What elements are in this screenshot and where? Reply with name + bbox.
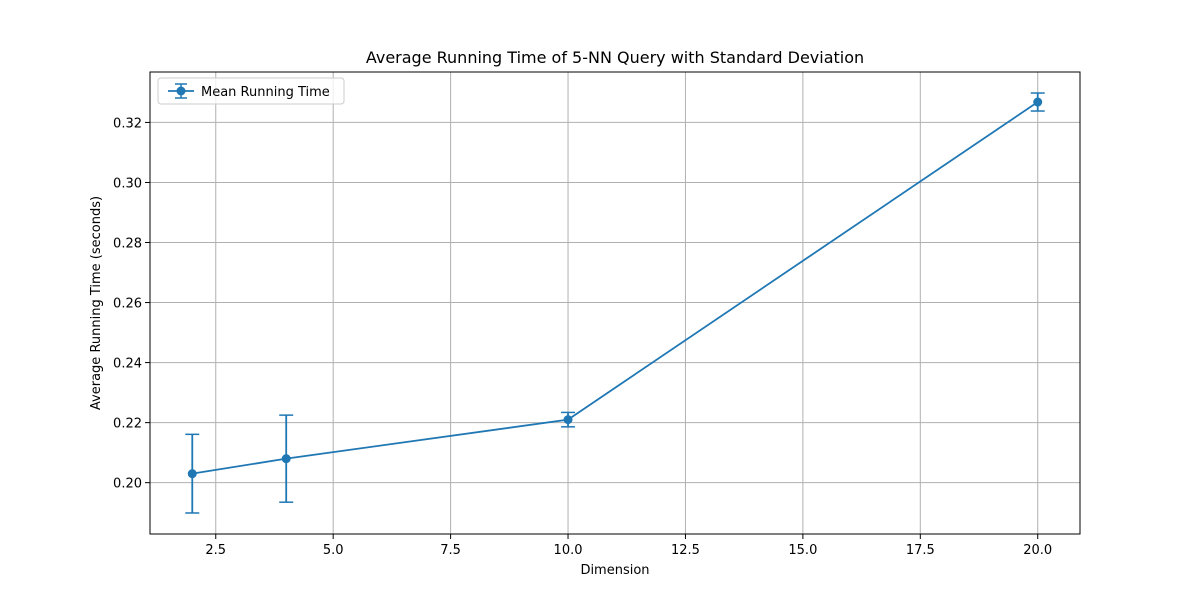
x-tick-label: 7.5 (440, 543, 461, 558)
data-point (187, 469, 197, 479)
chart-title: Average Running Time of 5-NN Query with … (366, 48, 864, 67)
y-tick-label: 0.28 (113, 237, 142, 252)
y-tick-label: 0.20 (113, 477, 142, 492)
legend: Mean Running Time (157, 77, 345, 105)
x-tick-label: 15.0 (788, 543, 817, 558)
series-line (192, 101, 1039, 475)
ticks: 2.5 5.0 7.5 10.0 12.5 15.0 17.5 20.0 0.20 0.22 0.2… (113, 116, 1052, 558)
y-tick-label: 0.30 (113, 176, 142, 191)
x-tick-label: 10.0 (554, 543, 583, 558)
legend-marker (168, 83, 194, 99)
legend-point (176, 86, 186, 96)
x-tick-label: 12.5 (671, 543, 700, 558)
legend-label-mean-running-time: Mean Running Time (201, 85, 330, 100)
y-axis-label: Average Running Time (seconds) (89, 196, 104, 410)
y-tick-label: 0.24 (113, 357, 142, 372)
x-tick-label: 5.0 (323, 543, 344, 558)
data-point (563, 415, 573, 425)
y-tick-label: 0.26 (113, 297, 142, 312)
x-tick-label: 2.5 (205, 543, 226, 558)
grid (150, 72, 1080, 534)
y-tick-label: 0.32 (113, 116, 142, 131)
data-point (281, 454, 291, 464)
x-axis-label: Dimension (580, 563, 649, 578)
x-tick-label: 20.0 (1023, 543, 1052, 558)
series-layer (185, 92, 1045, 514)
legend-box (157, 77, 345, 105)
x-tick-label: 17.5 (906, 543, 935, 558)
y-tick-label: 0.22 (113, 417, 142, 432)
data-point (1033, 97, 1043, 107)
